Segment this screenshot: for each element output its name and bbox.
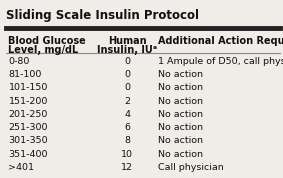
Text: No action: No action xyxy=(158,150,203,159)
Text: Additional Action Requested: Additional Action Requested xyxy=(158,36,283,46)
Text: Level, mg/dL: Level, mg/dL xyxy=(8,45,79,55)
Text: 6: 6 xyxy=(124,123,130,132)
Text: 0: 0 xyxy=(124,57,130,66)
Text: No action: No action xyxy=(158,97,203,106)
Text: No action: No action xyxy=(158,110,203,119)
Text: 0: 0 xyxy=(124,83,130,92)
Text: Call physician: Call physician xyxy=(158,163,224,172)
Text: No action: No action xyxy=(158,123,203,132)
Text: 1 Ampule of D50, call physician: 1 Ampule of D50, call physician xyxy=(158,57,283,66)
Text: 0-80: 0-80 xyxy=(8,57,30,66)
Text: 351-400: 351-400 xyxy=(8,150,48,159)
Text: 101-150: 101-150 xyxy=(8,83,48,92)
Text: 4: 4 xyxy=(124,110,130,119)
Text: No action: No action xyxy=(158,136,203,145)
Text: 2: 2 xyxy=(124,97,130,106)
Text: Sliding Scale Insulin Protocol: Sliding Scale Insulin Protocol xyxy=(6,9,199,22)
Text: 301-350: 301-350 xyxy=(8,136,48,145)
Text: Human: Human xyxy=(108,36,147,46)
Text: 8: 8 xyxy=(124,136,130,145)
Text: 251-300: 251-300 xyxy=(8,123,48,132)
Text: No action: No action xyxy=(158,83,203,92)
Text: Insulin, IUᵃ: Insulin, IUᵃ xyxy=(97,45,157,55)
Text: Blood Glucose: Blood Glucose xyxy=(8,36,86,46)
Text: 201-250: 201-250 xyxy=(8,110,48,119)
Text: No action: No action xyxy=(158,70,203,79)
Text: 12: 12 xyxy=(121,163,133,172)
Text: 151-200: 151-200 xyxy=(8,97,48,106)
Text: 10: 10 xyxy=(121,150,133,159)
Text: 0: 0 xyxy=(124,70,130,79)
Text: 81-100: 81-100 xyxy=(8,70,42,79)
Text: >401: >401 xyxy=(8,163,35,172)
